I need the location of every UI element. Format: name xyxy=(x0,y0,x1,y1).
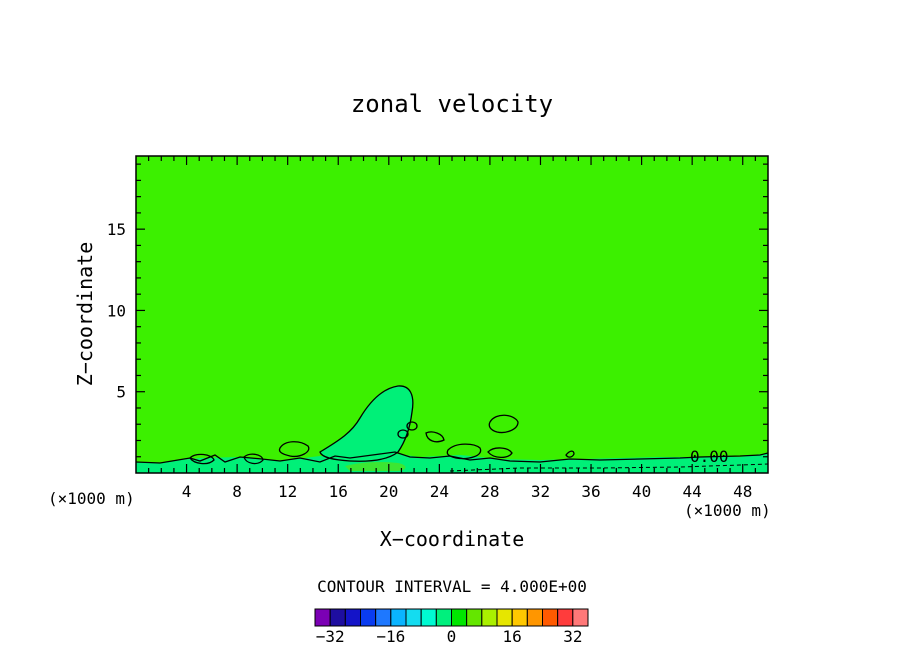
x-tick-label: 8 xyxy=(232,482,242,501)
colorbar-tick-label: −16 xyxy=(376,627,405,646)
zero-contours xyxy=(136,385,768,465)
x-unit-left: (×1000 m) xyxy=(48,489,135,508)
colorbar-swatch xyxy=(420,608,437,627)
plot-area: 0.00 xyxy=(136,156,768,473)
near-surface-layer xyxy=(136,453,768,473)
colorbar-swatch xyxy=(329,608,346,627)
colorbar-swatch xyxy=(572,608,589,627)
near-surface-core xyxy=(345,462,406,471)
y-tick-label: 15 xyxy=(107,220,126,239)
colorbar-swatch xyxy=(375,608,392,627)
colorbar-swatch xyxy=(511,608,528,627)
x-tick-label: 24 xyxy=(430,482,449,501)
colorbar-swatch xyxy=(344,608,362,627)
x-tick-label: 44 xyxy=(683,482,702,501)
colorbar-swatch xyxy=(542,608,559,627)
x-tick-label: 48 xyxy=(733,482,752,501)
colorbar-swatch xyxy=(435,608,453,627)
colorbar-swatch xyxy=(526,608,543,627)
colorbar-swatch xyxy=(360,608,377,627)
colorbar-tick-label: 32 xyxy=(563,627,582,646)
x-tick-label: 32 xyxy=(531,482,550,501)
x-tick-label: 4 xyxy=(182,482,192,501)
colorbar-tick-label: −32 xyxy=(316,627,345,646)
colorbar-swatch xyxy=(451,608,468,627)
colorbar-swatch xyxy=(405,608,422,627)
contour-interval-note: CONTOUR INTERVAL = 4.000E+00 xyxy=(317,577,587,596)
x-tick-label: 16 xyxy=(329,482,348,501)
colorbar-swatch xyxy=(481,608,498,627)
x-tick-label: 40 xyxy=(632,482,651,501)
x-tick-label: 28 xyxy=(480,482,499,501)
colorbar-swatch xyxy=(314,608,331,627)
y-axis-ticks: 5 10 15 xyxy=(107,163,768,458)
colorbar-swatch xyxy=(496,608,513,627)
y-tick-label: 10 xyxy=(107,301,126,320)
colorbar-swatch xyxy=(557,608,574,627)
positive-velocity-region xyxy=(320,385,413,462)
y-axis-label: Z−coordinate xyxy=(73,242,97,387)
x-tick-label: 12 xyxy=(278,482,297,501)
colorbar xyxy=(314,608,589,627)
x-unit-right: (×1000 m) xyxy=(684,501,771,520)
chart-title: zonal velocity xyxy=(351,90,553,118)
background-field xyxy=(136,156,768,473)
colorbar-tick-label: 0 xyxy=(447,627,457,646)
colorbar-swatch xyxy=(390,608,407,627)
x-tick-label: 20 xyxy=(379,482,398,501)
contour-label-0: 0.00 xyxy=(690,447,729,466)
colorbar-swatch xyxy=(466,608,483,627)
y-tick-label: 5 xyxy=(116,383,126,402)
x-axis-ticks: 4 8 12 16 20 24 28 32 36 40 44 48 xyxy=(148,156,756,501)
colorbar-tick-label: 16 xyxy=(503,627,522,646)
x-tick-label: 36 xyxy=(581,482,600,501)
x-axis-label: X−coordinate xyxy=(380,527,525,551)
negative-contour-dashed xyxy=(449,463,768,472)
colorbar-tick-labels: −32 −16 0 16 32 xyxy=(316,627,583,646)
